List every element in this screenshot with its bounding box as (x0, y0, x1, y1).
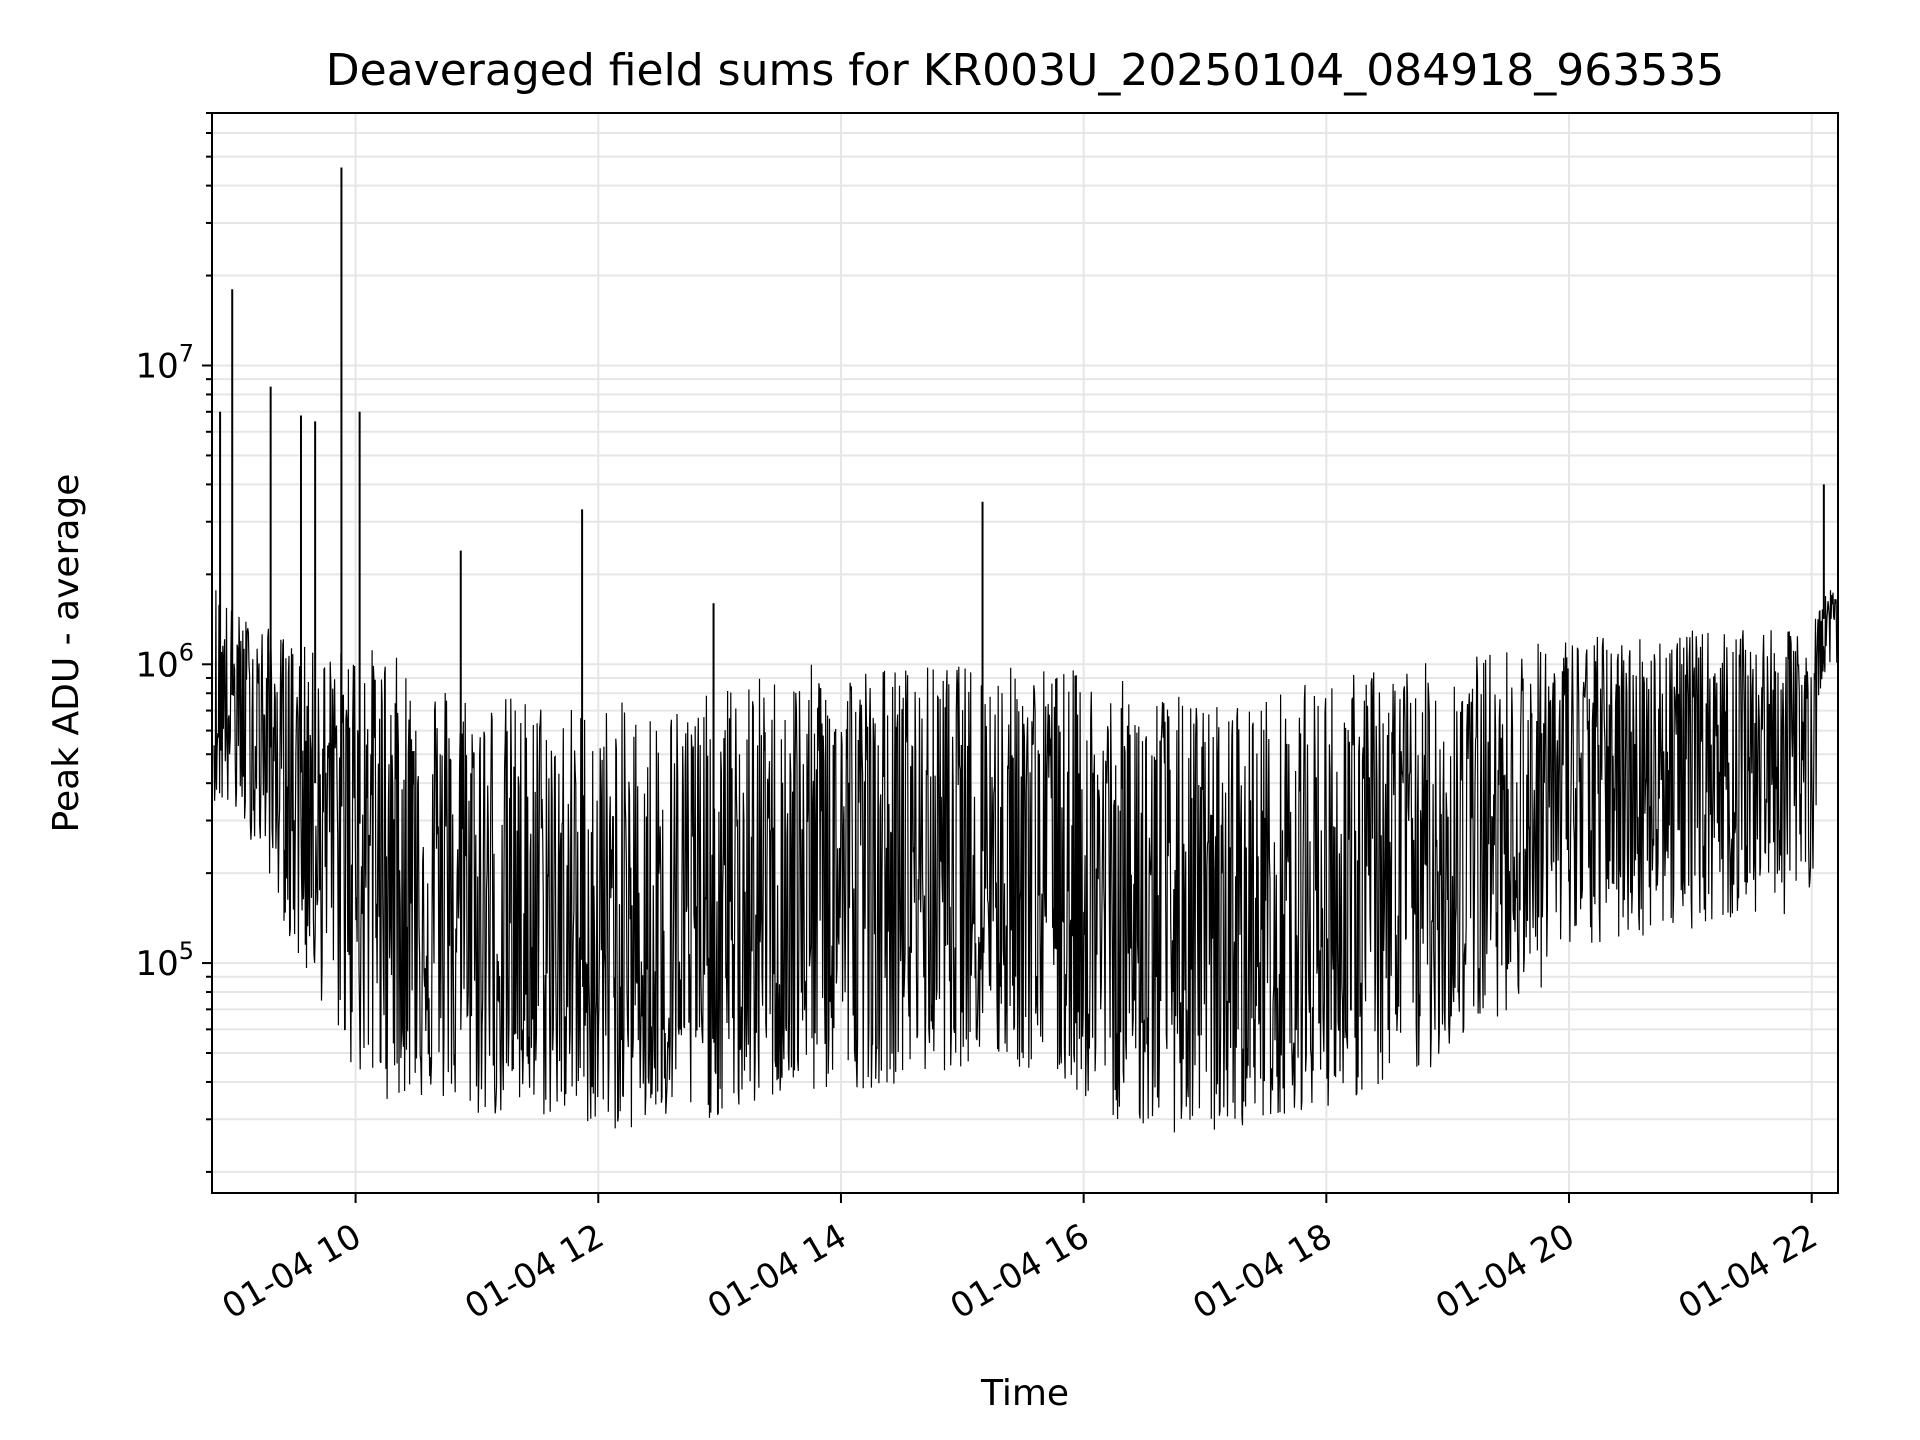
chart-title: Deaveraged field sums for KR003U_2025010… (326, 45, 1724, 96)
plot-area (213, 167, 1839, 1133)
y-axis-label: Peak ADU - average (46, 474, 87, 833)
y-tick-label: 105 (135, 937, 194, 984)
y-tick-exponent: 7 (179, 340, 194, 368)
y-tick-label: 107 (135, 340, 194, 387)
y-tick-exponent: 5 (179, 937, 194, 965)
y-tick-exponent: 6 (179, 638, 194, 666)
plot-frame (211, 112, 1839, 1194)
x-axis-label: Time (980, 1373, 1069, 1414)
y-tick-base: 10 (135, 347, 178, 387)
y-tick-base: 10 (135, 944, 178, 984)
data-series-line (213, 590, 1839, 1133)
y-tick-base: 10 (135, 645, 178, 685)
y-tick-label: 106 (135, 638, 194, 685)
